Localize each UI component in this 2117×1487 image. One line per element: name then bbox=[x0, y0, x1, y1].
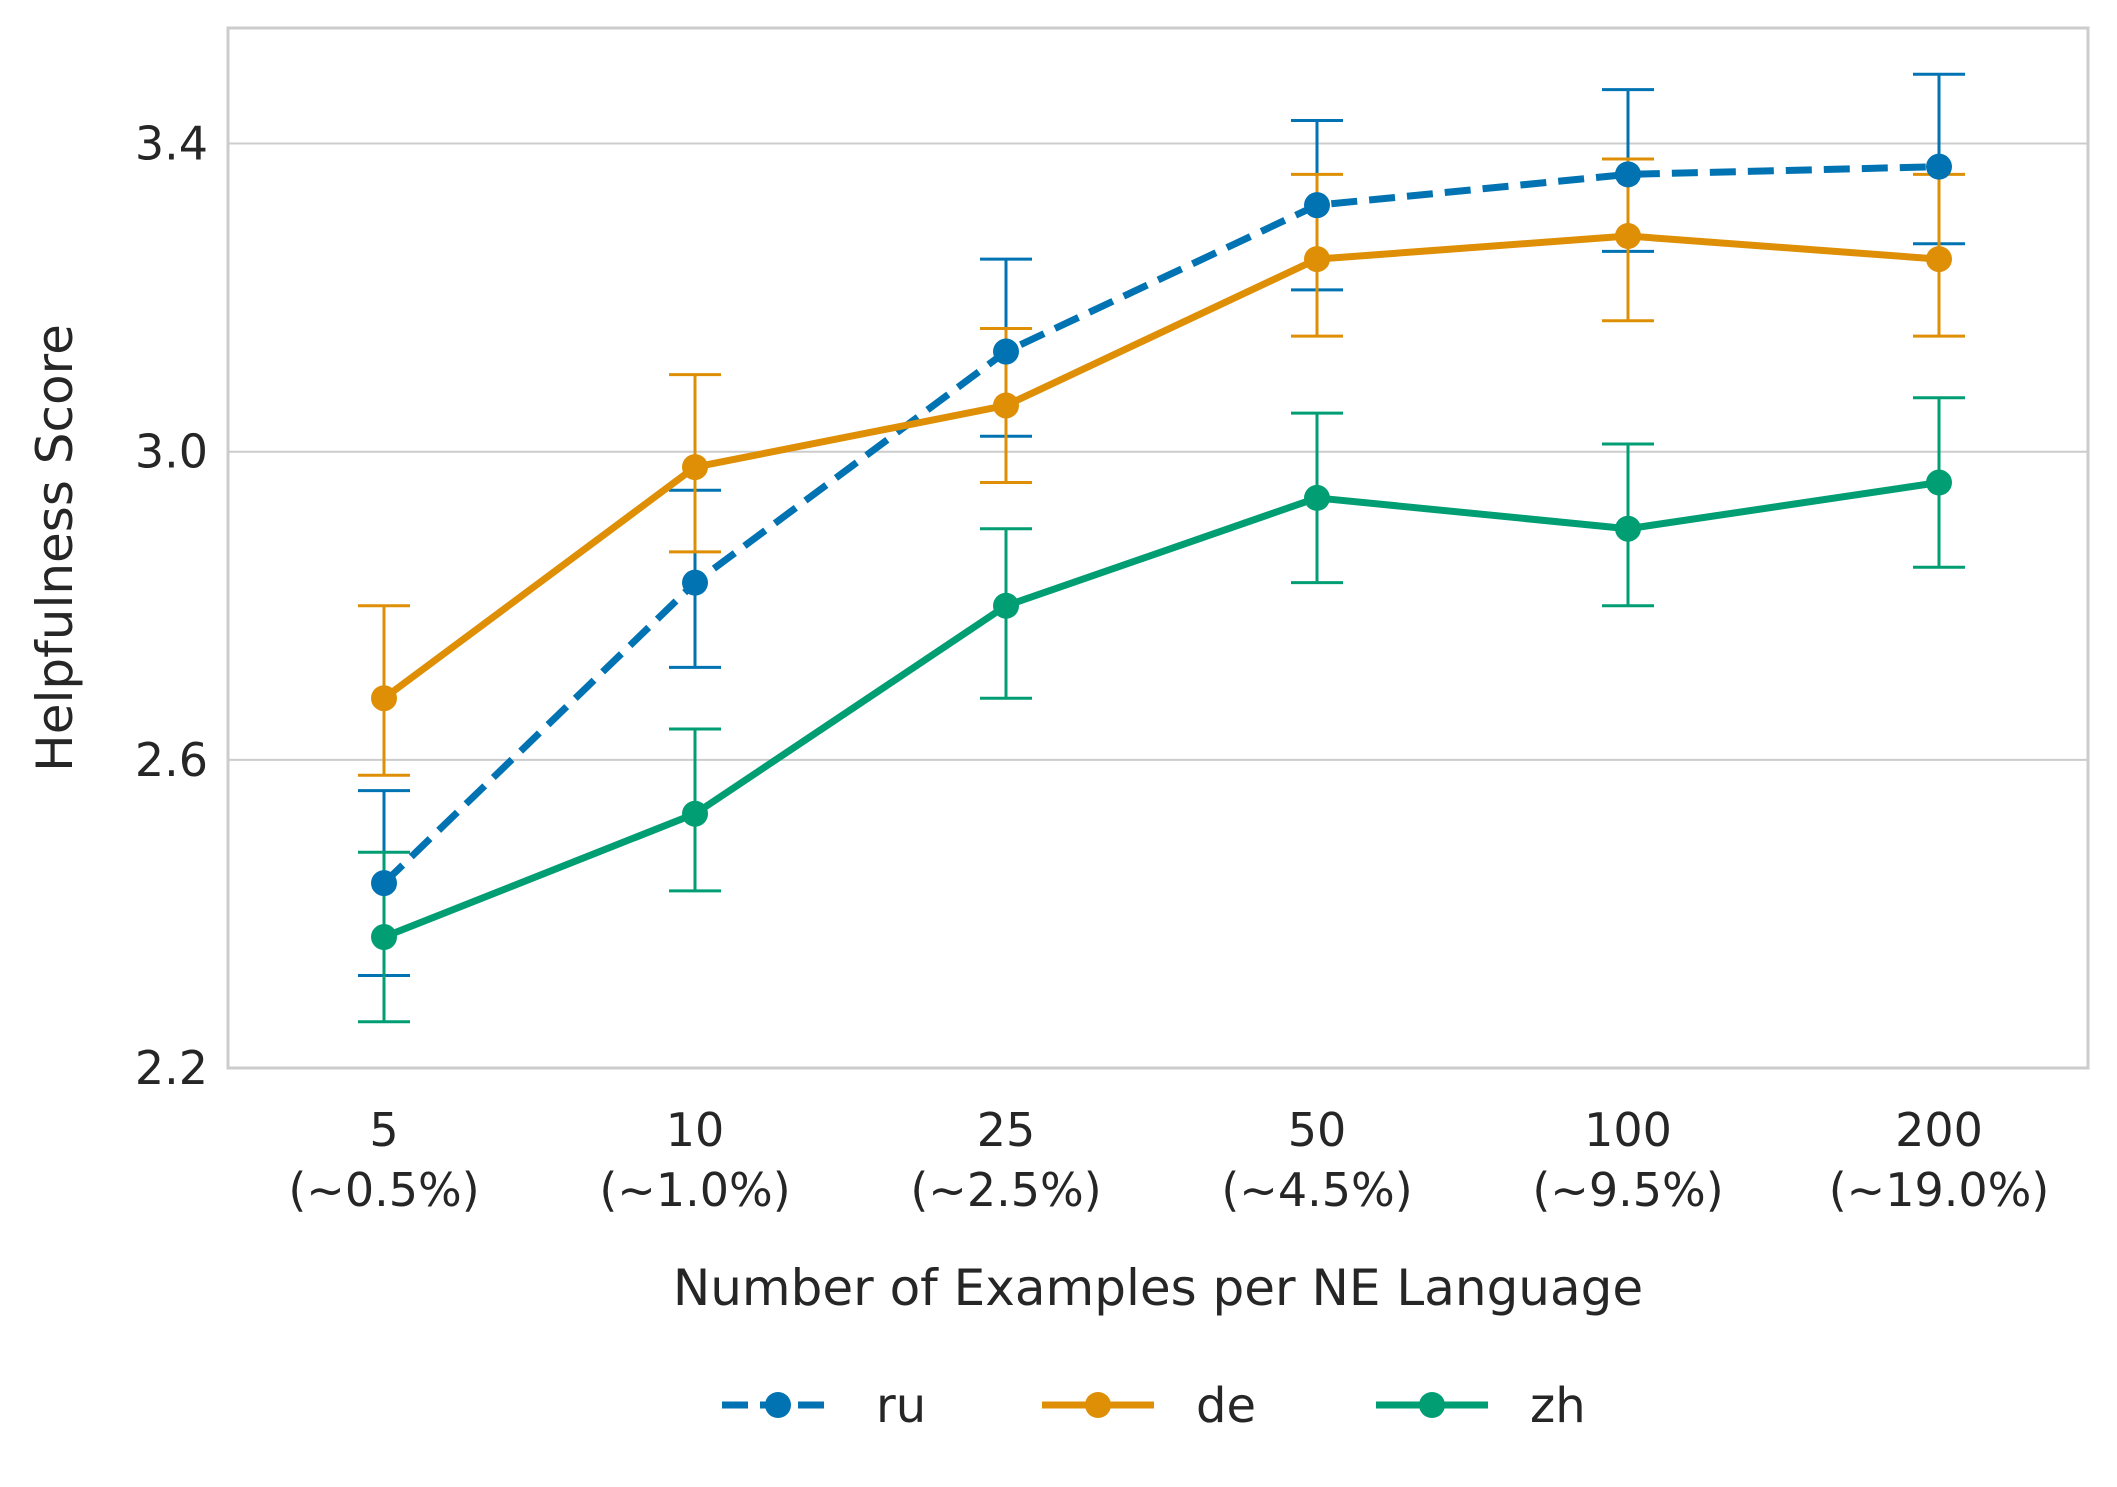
legend-label: zh bbox=[1530, 1378, 1586, 1434]
data-point-ru bbox=[1304, 192, 1330, 219]
x-tick-label-value: 5 bbox=[369, 1103, 398, 1157]
data-point-de bbox=[1615, 223, 1641, 249]
legend-marker bbox=[1419, 1392, 1445, 1418]
x-tick-label-value: 100 bbox=[1584, 1103, 1672, 1157]
y-tick-label: 3.0 bbox=[135, 425, 208, 479]
series-markers bbox=[371, 153, 1952, 951]
legend-entry-ru: ru bbox=[722, 1378, 926, 1434]
x-tick-label-value: 25 bbox=[977, 1103, 1036, 1157]
x-tick-labels: 5 (~0.5%) 10 (~1.0%) 25 (~2.5%) 50 (~4.5%) 100 (~… bbox=[288, 1103, 2049, 1217]
x-tick-label-pct: (~4.5%) bbox=[1221, 1163, 1412, 1217]
series-line-de bbox=[381, 232, 1940, 702]
data-point-ru bbox=[1926, 153, 1952, 180]
x-axis-label: Number of Examples per NE Language bbox=[673, 1259, 1643, 1317]
data-point-zh bbox=[1304, 484, 1330, 511]
data-point-ru bbox=[1615, 161, 1641, 188]
y-tick-labels: 2.2 2.6 3.0 3.4 bbox=[135, 117, 208, 1095]
legend-entry-de: de bbox=[1042, 1378, 1256, 1434]
data-point-de bbox=[993, 392, 1019, 419]
series-line-zh bbox=[382, 479, 1940, 941]
plot-background bbox=[228, 28, 2088, 1068]
y-axis-label: Helpfulness Score bbox=[26, 324, 84, 772]
data-point-zh bbox=[993, 592, 1019, 619]
data-point-de bbox=[1304, 246, 1330, 273]
data-point-zh bbox=[1615, 515, 1641, 542]
data-point-zh bbox=[1926, 469, 1952, 496]
x-tick-label-value: 50 bbox=[1288, 1103, 1347, 1157]
x-tick-label-pct: (~0.5%) bbox=[288, 1163, 479, 1217]
data-point-zh bbox=[371, 924, 397, 951]
series-lines bbox=[381, 163, 1940, 941]
legend-entry-zh: zh bbox=[1376, 1378, 1586, 1434]
x-tick-label-value: 10 bbox=[666, 1103, 725, 1157]
data-point-ru bbox=[682, 569, 708, 596]
legend-label: de bbox=[1196, 1378, 1256, 1434]
legend-marker bbox=[765, 1392, 791, 1418]
data-point-ru bbox=[371, 870, 397, 897]
x-tick-label-pct: (~1.0%) bbox=[599, 1163, 790, 1217]
plot-frame bbox=[226, 26, 2090, 1070]
data-point-de bbox=[682, 454, 708, 481]
data-point-de bbox=[371, 685, 397, 712]
legend-label: ru bbox=[876, 1378, 926, 1434]
y-tick-label: 3.4 bbox=[135, 117, 208, 171]
data-point-ru bbox=[993, 338, 1019, 365]
data-point-zh bbox=[682, 800, 708, 827]
x-tick-label-pct: (~19.0%) bbox=[1829, 1163, 2050, 1217]
x-tick-label-value: 200 bbox=[1895, 1103, 1983, 1157]
x-tick-label-pct: (~2.5%) bbox=[910, 1163, 1101, 1217]
y-tick-label: 2.2 bbox=[135, 1041, 208, 1095]
y-tick-label: 2.6 bbox=[135, 733, 208, 787]
series-line-ru bbox=[381, 163, 1940, 886]
legend: ru de zh bbox=[722, 1378, 1586, 1434]
x-tick-label-pct: (~9.5%) bbox=[1532, 1163, 1723, 1217]
legend-marker bbox=[1085, 1392, 1111, 1418]
data-point-de bbox=[1926, 246, 1952, 273]
